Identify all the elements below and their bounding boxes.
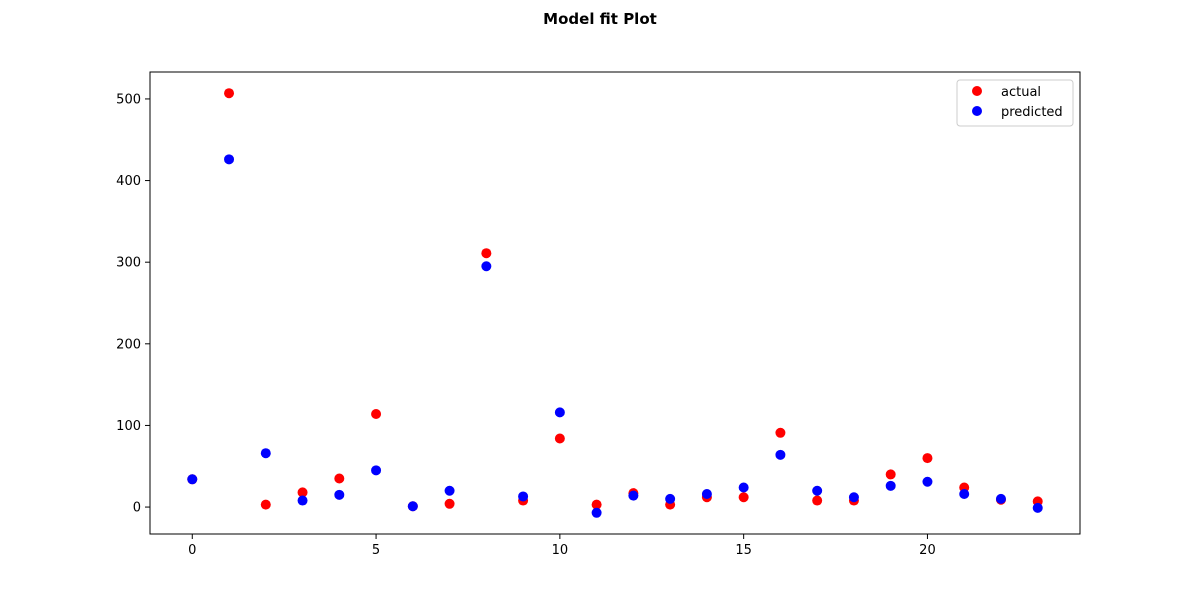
y-axis: 0 100 200 300 400 500 (116, 92, 150, 516)
point-predicted (444, 485, 455, 496)
point-predicted (334, 489, 345, 500)
point-predicted (959, 489, 970, 500)
x-tick-label: 0 (188, 543, 196, 558)
point-actual (812, 495, 823, 506)
point-predicted (224, 154, 235, 165)
y-tick-label: 500 (116, 92, 141, 107)
point-actual (297, 487, 308, 498)
point-predicted (995, 493, 1006, 504)
legend-marker-predicted (972, 106, 982, 116)
point-predicted (407, 501, 418, 512)
legend-box (956, 79, 1074, 127)
point-predicted (628, 490, 639, 501)
y-tick-label: 200 (116, 337, 141, 352)
point-predicted (922, 476, 933, 487)
x-tick-label: 15 (735, 543, 752, 558)
data-points (187, 88, 1043, 518)
point-predicted (591, 507, 602, 518)
point-predicted (885, 480, 896, 491)
point-actual (481, 248, 492, 259)
point-predicted (1032, 502, 1043, 513)
legend-label-predicted: predicted (1001, 105, 1063, 120)
x-tick-label: 5 (372, 543, 380, 558)
point-predicted (775, 449, 786, 460)
plot-area-frame (149, 71, 1081, 535)
x-tick-label: 10 (552, 543, 569, 558)
point-actual (775, 427, 786, 438)
chart-title: Model fit Plot (543, 10, 657, 28)
point-actual (334, 473, 345, 484)
point-predicted (187, 474, 198, 485)
point-predicted (481, 261, 492, 272)
legend-marker-actual (972, 86, 982, 96)
point-predicted (812, 485, 823, 496)
point-predicted (371, 465, 382, 476)
y-tick-label: 300 (116, 256, 141, 271)
legend: actual predicted (956, 79, 1074, 127)
point-predicted (297, 495, 308, 506)
point-actual (922, 453, 933, 464)
y-tick-label: 0 (133, 501, 141, 516)
legend-label-actual: actual (1001, 85, 1041, 100)
x-tick-label: 20 (919, 543, 936, 558)
point-actual (260, 499, 271, 510)
y-tick-label: 100 (116, 419, 141, 434)
point-predicted (738, 482, 749, 493)
point-predicted (701, 489, 712, 500)
point-actual (738, 492, 749, 503)
point-predicted (848, 492, 859, 503)
point-predicted (518, 491, 529, 502)
point-predicted (554, 407, 565, 418)
y-tick-label: 400 (116, 174, 141, 189)
point-actual (224, 88, 235, 99)
point-predicted (260, 448, 271, 459)
point-actual (554, 433, 565, 444)
point-actual (371, 409, 382, 420)
point-actual (444, 498, 455, 509)
x-axis: 0 5 10 15 20 (188, 534, 936, 558)
point-actual (885, 469, 896, 480)
point-predicted (665, 493, 676, 504)
point-actual (591, 499, 602, 510)
